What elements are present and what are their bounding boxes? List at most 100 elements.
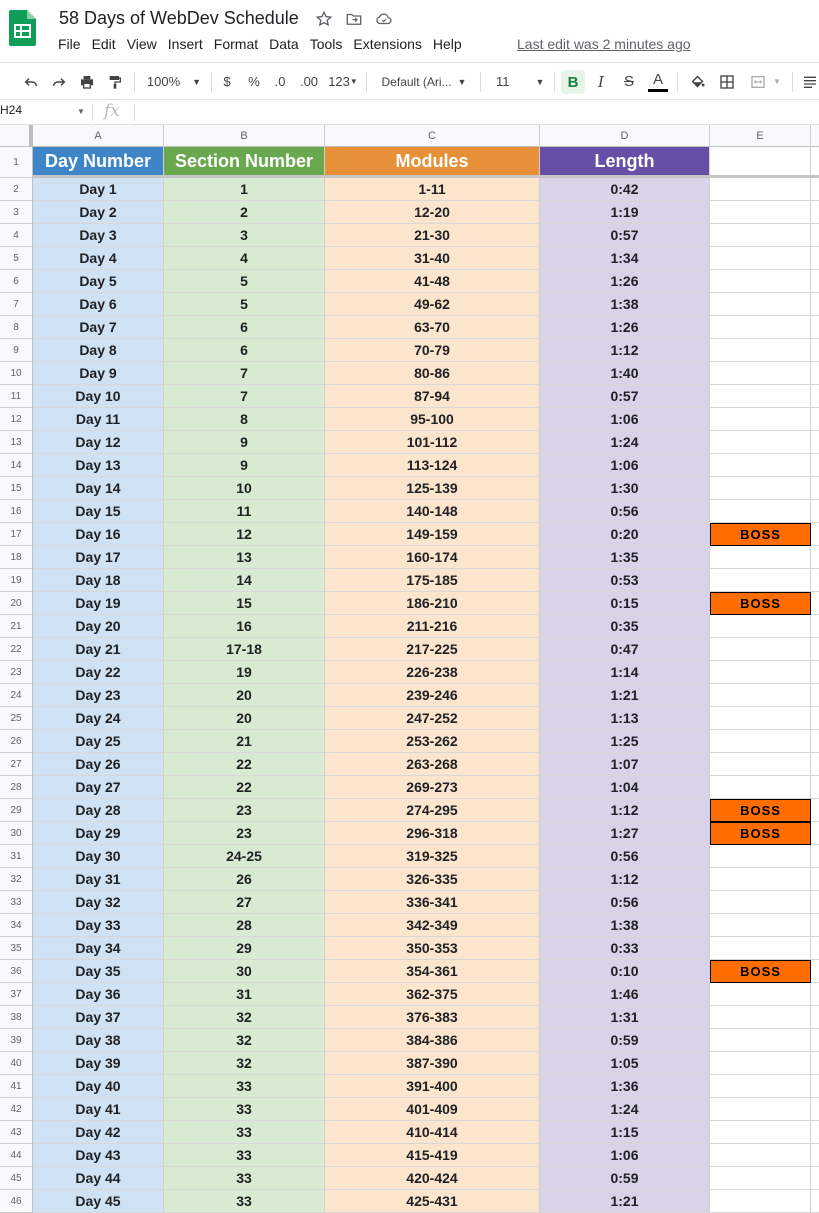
menu-format[interactable]: Format (213, 36, 259, 52)
cell[interactable] (710, 845, 811, 868)
menu-file[interactable]: File (58, 36, 81, 52)
cell[interactable] (710, 1144, 811, 1167)
cell[interactable] (811, 247, 819, 270)
font-family-select[interactable]: Default (Ari... ▼ (374, 63, 474, 100)
cell[interactable] (811, 1052, 819, 1075)
modules-cell[interactable]: 101-112 (325, 431, 540, 454)
cell[interactable] (811, 937, 819, 960)
day-cell[interactable]: Day 25 (33, 730, 164, 753)
cell[interactable] (710, 868, 811, 891)
length-cell[interactable]: 0:59 (540, 1029, 710, 1052)
row-header[interactable]: 14 (0, 454, 33, 477)
section-cell[interactable]: 6 (164, 316, 325, 339)
cell[interactable] (710, 270, 811, 293)
row-header[interactable]: 27 (0, 753, 33, 776)
section-cell[interactable]: 22 (164, 753, 325, 776)
day-cell[interactable]: Day 7 (33, 316, 164, 339)
cell[interactable] (710, 293, 811, 316)
cell[interactable] (811, 891, 819, 914)
section-cell[interactable]: 14 (164, 569, 325, 592)
length-cell[interactable]: 1:38 (540, 914, 710, 937)
row-header[interactable]: 39 (0, 1029, 33, 1052)
menu-help[interactable]: Help (432, 36, 462, 52)
modules-cell[interactable]: 269-273 (325, 776, 540, 799)
section-cell[interactable]: 7 (164, 385, 325, 408)
last-edit-link[interactable]: Last edit was 2 minutes ago (517, 36, 691, 52)
day-cell[interactable]: Day 8 (33, 339, 164, 362)
cell[interactable] (710, 1006, 811, 1029)
length-cell[interactable]: 1:46 (540, 983, 710, 1006)
row-header[interactable]: 40 (0, 1052, 33, 1075)
day-cell[interactable]: Day 37 (33, 1006, 164, 1029)
cell[interactable] (710, 638, 811, 661)
section-cell[interactable]: 8 (164, 408, 325, 431)
row-header[interactable]: 26 (0, 730, 33, 753)
day-cell[interactable]: Day 39 (33, 1052, 164, 1075)
cloud-saved-icon[interactable] (373, 8, 395, 30)
day-cell[interactable]: Day 41 (33, 1098, 164, 1121)
move-folder-icon[interactable] (343, 8, 365, 30)
day-cell[interactable]: Day 5 (33, 270, 164, 293)
cell[interactable] (811, 270, 819, 293)
name-box[interactable]: H24 ▼ (0, 103, 85, 117)
section-cell[interactable]: 33 (164, 1144, 325, 1167)
boss-badge[interactable]: BOSS (710, 799, 811, 822)
modules-cell[interactable]: 274-295 (325, 799, 540, 822)
section-cell[interactable]: 33 (164, 1098, 325, 1121)
cell[interactable] (811, 753, 819, 776)
day-cell[interactable]: Day 17 (33, 546, 164, 569)
modules-cell[interactable]: 362-375 (325, 983, 540, 1006)
length-cell[interactable]: 0:56 (540, 891, 710, 914)
document-title[interactable]: 58 Days of WebDev Schedule (59, 8, 299, 28)
modules-cell[interactable]: 420-424 (325, 1167, 540, 1190)
modules-cell[interactable]: 149-159 (325, 523, 540, 546)
section-cell[interactable]: 4 (164, 247, 325, 270)
day-cell[interactable]: Day 45 (33, 1190, 164, 1213)
merge-cells-icon[interactable]: ▼ (745, 63, 785, 100)
cell[interactable] (811, 914, 819, 937)
fill-color-icon[interactable] (686, 63, 708, 100)
section-cell[interactable]: 9 (164, 431, 325, 454)
modules-cell[interactable]: 415-419 (325, 1144, 540, 1167)
cell[interactable] (710, 707, 811, 730)
day-cell[interactable]: Day 40 (33, 1075, 164, 1098)
modules-cell[interactable]: 350-353 (325, 937, 540, 960)
menu-data[interactable]: Data (269, 36, 299, 52)
length-cell[interactable]: 1:21 (540, 1190, 710, 1213)
day-cell[interactable]: Day 36 (33, 983, 164, 1006)
cell[interactable] (811, 293, 819, 316)
length-cell[interactable]: 1:04 (540, 776, 710, 799)
length-cell[interactable]: 1:15 (540, 1121, 710, 1144)
modules-cell[interactable]: 384-386 (325, 1029, 540, 1052)
section-cell[interactable]: 29 (164, 937, 325, 960)
section-cell[interactable]: 19 (164, 661, 325, 684)
day-cell[interactable]: Day 3 (33, 224, 164, 247)
cell[interactable] (811, 822, 819, 845)
redo-icon[interactable] (48, 63, 70, 100)
cell[interactable] (710, 408, 811, 431)
row-header[interactable]: 41 (0, 1075, 33, 1098)
column-header-c[interactable]: C (325, 125, 540, 147)
cell[interactable] (710, 178, 811, 201)
section-cell[interactable]: 22 (164, 776, 325, 799)
section-cell[interactable]: 23 (164, 799, 325, 822)
cell[interactable] (710, 316, 811, 339)
day-cell[interactable]: Day 35 (33, 960, 164, 983)
cell[interactable] (710, 454, 811, 477)
cell[interactable] (811, 477, 819, 500)
row-header[interactable]: 12 (0, 408, 33, 431)
menu-view[interactable]: View (126, 36, 157, 52)
length-cell[interactable]: 1:24 (540, 1098, 710, 1121)
section-cell[interactable]: 16 (164, 615, 325, 638)
cell[interactable] (811, 1075, 819, 1098)
modules-cell[interactable]: 226-238 (325, 661, 540, 684)
cell[interactable] (811, 684, 819, 707)
modules-cell[interactable]: 211-216 (325, 615, 540, 638)
length-cell[interactable]: 0:33 (540, 937, 710, 960)
cell[interactable] (710, 362, 811, 385)
section-cell[interactable]: 1 (164, 178, 325, 201)
length-cell[interactable]: 0:56 (540, 500, 710, 523)
day-cell[interactable]: Day 31 (33, 868, 164, 891)
cell[interactable] (811, 523, 819, 546)
boss-badge[interactable]: BOSS (710, 592, 811, 615)
